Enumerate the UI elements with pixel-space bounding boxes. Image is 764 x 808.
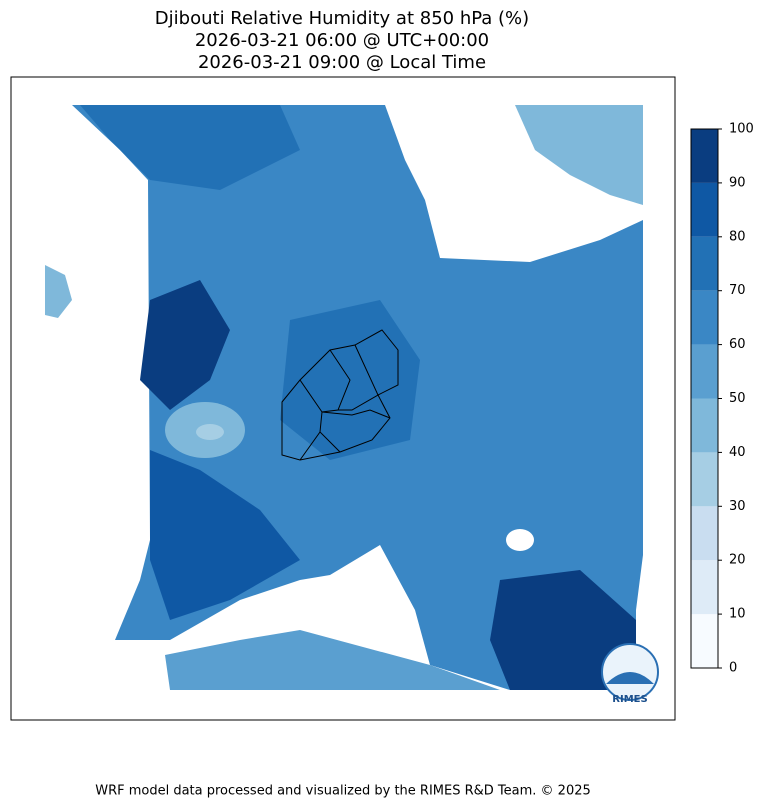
colorbar-tick-label: 100 — [729, 122, 754, 137]
colorbar-band — [691, 129, 718, 183]
logo-text: RIMES — [612, 694, 647, 705]
colorbar-tick-label: 30 — [729, 499, 746, 514]
humidity-field — [150, 450, 300, 620]
colorbar-band — [691, 506, 718, 561]
colorbar-tick-label: 70 — [729, 283, 746, 298]
title-line: 2026-03-21 09:00 @ Local Time — [198, 52, 486, 73]
colorbar-tick-label: 20 — [729, 553, 746, 568]
colorbar-tick-label: 40 — [729, 445, 746, 460]
colorbar-band — [691, 560, 718, 615]
title-line: Djibouti Relative Humidity at 850 hPa (%… — [155, 8, 529, 29]
colorbar-band — [691, 344, 718, 399]
colorbar-band — [691, 236, 718, 291]
colorbar-band — [691, 398, 718, 453]
colorbar-band — [691, 614, 718, 668]
title-line: 2026-03-21 06:00 @ UTC+00:00 — [195, 30, 489, 51]
map: RIMES — [10, 76, 676, 721]
logo: RIMES — [601, 643, 659, 705]
colorbar-tick-label: 90 — [729, 175, 746, 190]
borders — [281, 329, 399, 461]
footer: WRF model data processed and visualized … — [95, 784, 591, 799]
colorbar-tick-label: 50 — [729, 391, 746, 406]
colorbar-band — [691, 290, 718, 345]
humidity-field — [165, 630, 500, 690]
humidity-field — [80, 105, 300, 190]
colorbar-tick-label: 80 — [729, 229, 746, 244]
colorbar-band — [691, 182, 718, 237]
humidity-field — [490, 570, 636, 690]
humidity-field — [515, 105, 643, 205]
colorbar: 0 10 20 30 40 50 60 70 80 90 100 — [690, 122, 754, 676]
humidity-field — [140, 280, 230, 410]
colorbar-tick-label: 60 — [729, 337, 746, 352]
humidity-field — [196, 424, 224, 440]
colorbar-tick-label: 0 — [729, 661, 737, 676]
colorbar-tick-label: 10 — [729, 607, 746, 622]
humidity-field — [45, 265, 72, 318]
no-data — [506, 529, 534, 551]
colorbar-band — [691, 452, 718, 507]
